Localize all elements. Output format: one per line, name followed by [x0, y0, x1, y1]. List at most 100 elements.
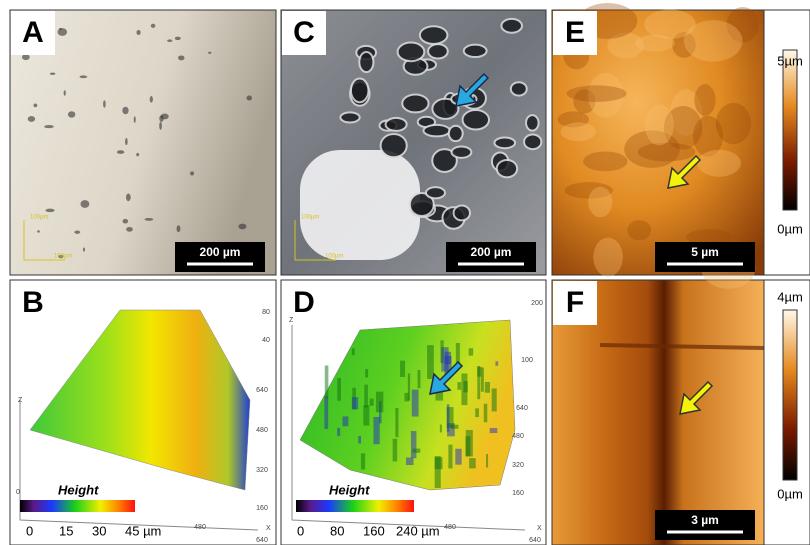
pit — [486, 454, 488, 467]
grain — [627, 220, 651, 240]
pit — [411, 431, 416, 458]
speck — [136, 153, 139, 156]
inset-label: 100µm — [301, 215, 319, 221]
pit — [393, 439, 398, 462]
pit — [477, 367, 481, 377]
axis-tick: 480 — [444, 524, 456, 531]
pit — [427, 345, 434, 379]
axis-tick: 40 — [262, 337, 270, 344]
legend-tick: 240 µm — [396, 523, 440, 538]
panel-label: A — [22, 16, 44, 49]
pit — [376, 392, 383, 413]
pit — [455, 449, 461, 465]
pit — [457, 382, 461, 390]
colorbar-f — [783, 310, 797, 480]
pit — [495, 361, 498, 365]
grain — [716, 103, 751, 144]
speck — [136, 30, 140, 35]
pit — [490, 428, 498, 433]
pore — [402, 94, 428, 112]
legend-tick: 0 — [26, 523, 33, 538]
inset-label: 100µm — [30, 215, 48, 221]
axis-letter: Z — [289, 317, 294, 324]
axis-tick: 480 — [512, 433, 524, 440]
speck — [167, 39, 172, 42]
pore — [494, 137, 515, 148]
pit — [337, 428, 340, 436]
speck — [80, 200, 89, 208]
speck — [103, 100, 106, 108]
speck — [159, 122, 162, 130]
grain — [567, 85, 627, 101]
pit — [441, 347, 448, 371]
pore — [524, 134, 541, 149]
pore — [428, 44, 448, 58]
axis-tick: 640 — [256, 387, 268, 394]
pore — [386, 118, 407, 131]
legend-tick: 45 µm — [125, 523, 161, 538]
speck — [126, 227, 133, 232]
speck — [145, 218, 154, 221]
pit — [352, 397, 358, 409]
grain — [645, 104, 674, 145]
speck — [178, 55, 184, 60]
speck — [44, 125, 54, 128]
inset-label: 100µm — [54, 254, 72, 260]
colorbar-label: 4µm — [777, 289, 803, 304]
pore — [526, 115, 539, 130]
grain — [588, 187, 612, 218]
grain — [684, 20, 743, 62]
pit — [465, 436, 470, 456]
speck — [123, 219, 129, 224]
scale-bar-label: 200 µm — [200, 245, 241, 259]
speck — [64, 90, 66, 96]
pore — [340, 112, 359, 122]
pit — [484, 404, 487, 422]
speck — [177, 225, 181, 232]
panel-label: B — [22, 286, 44, 319]
speck — [161, 113, 169, 119]
speck — [125, 138, 128, 145]
grain — [561, 122, 596, 141]
grain — [694, 84, 715, 116]
pit — [364, 385, 368, 408]
speck — [122, 107, 128, 114]
axis-tick: 640 — [256, 537, 268, 544]
axis-tick: 320 — [512, 462, 524, 469]
figure: A200 µm100µm100µmC200 µm100µm100µmE5 µm5… — [0, 0, 810, 545]
colorbar-label: 0µm — [777, 221, 803, 236]
legend-d — [296, 500, 414, 512]
speck — [74, 230, 80, 233]
pit — [325, 366, 329, 399]
pit — [492, 388, 497, 411]
colorbar-e — [783, 50, 797, 210]
legend-tick: 15 — [59, 523, 73, 538]
axis-letter: X — [266, 525, 271, 532]
grain — [593, 238, 623, 277]
legend-tick: 160 — [363, 523, 385, 538]
pit — [395, 408, 398, 437]
pit — [406, 458, 413, 466]
pit — [358, 436, 361, 444]
pit — [469, 348, 474, 355]
scale-bar-label: 5 µm — [691, 245, 719, 259]
pit — [400, 361, 405, 377]
pore — [501, 19, 522, 33]
colorbar-label: 0µm — [777, 486, 803, 501]
speck — [33, 103, 37, 107]
pore — [351, 79, 369, 103]
axis-tick: 480 — [256, 427, 268, 434]
speck — [175, 37, 181, 40]
axis-tick: 100 — [521, 357, 533, 364]
speck — [68, 111, 75, 117]
pore — [449, 126, 463, 141]
pit — [447, 404, 450, 431]
panel-label: E — [565, 16, 585, 49]
pore — [381, 134, 407, 157]
pit — [461, 373, 467, 405]
pore — [423, 125, 449, 136]
panel-label: F — [566, 286, 584, 319]
inset-label: 100µm — [325, 254, 343, 260]
axis-tick: 640 — [529, 537, 541, 544]
legend-title: Height — [58, 482, 99, 497]
